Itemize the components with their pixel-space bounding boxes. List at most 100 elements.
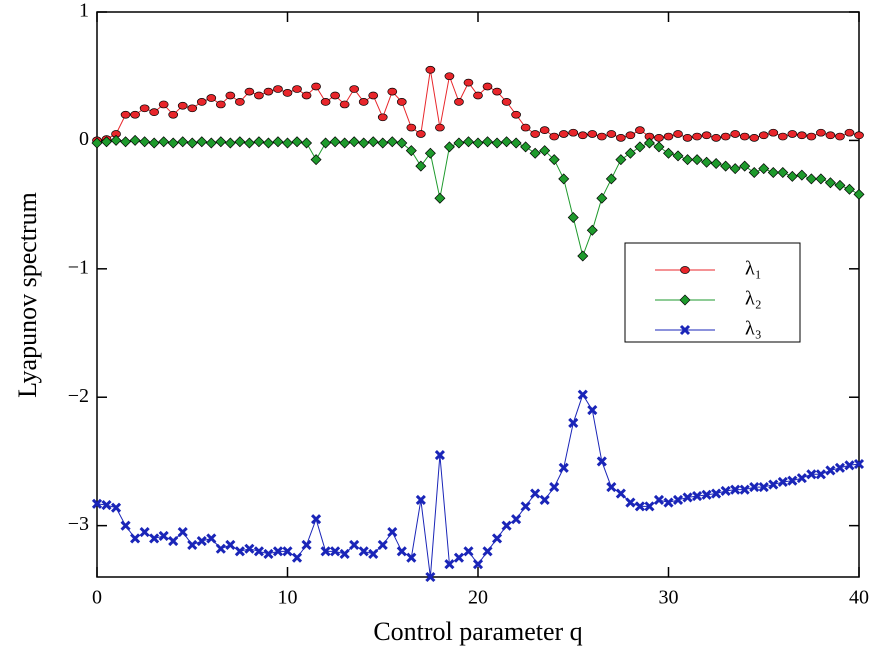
marker — [254, 91, 264, 100]
marker — [120, 520, 131, 531]
legend-label: λ₃ — [745, 318, 762, 340]
marker — [711, 133, 721, 142]
marker — [643, 137, 655, 149]
marker — [815, 469, 826, 480]
marker — [377, 539, 388, 550]
marker — [787, 475, 798, 486]
y-tick-label: −3 — [68, 513, 89, 535]
marker — [654, 133, 664, 142]
marker — [168, 110, 179, 119]
marker — [634, 501, 645, 512]
marker — [416, 130, 426, 138]
marker — [224, 137, 236, 149]
marker — [149, 108, 159, 117]
x-axis-label: Control parameter q — [373, 617, 582, 646]
marker — [482, 82, 493, 91]
marker — [806, 132, 817, 141]
marker — [206, 533, 217, 544]
x-tick-label: 0 — [92, 587, 102, 609]
marker — [262, 137, 274, 149]
marker — [835, 132, 845, 141]
marker — [679, 294, 691, 306]
marker — [196, 136, 208, 148]
marker — [330, 91, 340, 100]
marker — [386, 136, 398, 148]
marker — [787, 130, 798, 138]
marker — [282, 89, 293, 97]
marker — [482, 136, 494, 148]
marker — [310, 154, 322, 166]
marker — [854, 131, 864, 140]
marker — [110, 134, 122, 146]
marker — [187, 539, 198, 550]
marker — [291, 552, 303, 563]
marker — [815, 173, 827, 185]
marker — [511, 110, 521, 119]
marker — [568, 128, 579, 137]
marker — [472, 559, 484, 570]
marker — [158, 100, 169, 109]
marker — [825, 131, 836, 140]
marker — [244, 543, 255, 554]
marker — [453, 137, 465, 149]
marker — [443, 141, 455, 153]
marker — [720, 132, 731, 141]
marker — [701, 131, 712, 140]
marker — [501, 98, 512, 106]
marker — [663, 132, 674, 141]
marker — [301, 91, 312, 100]
marker — [834, 462, 846, 473]
marker — [824, 177, 836, 189]
marker — [434, 192, 446, 204]
marker — [463, 546, 474, 557]
marker — [730, 130, 741, 138]
marker — [720, 160, 732, 172]
marker — [548, 154, 560, 166]
marker — [539, 126, 550, 134]
marker — [425, 571, 436, 583]
marker — [615, 488, 626, 499]
marker — [625, 131, 636, 140]
marker — [748, 167, 760, 179]
marker — [272, 136, 284, 148]
marker — [358, 98, 369, 106]
y-tick-label: −2 — [68, 385, 89, 407]
y-tick-label: 1 — [79, 0, 89, 22]
marker — [501, 136, 513, 148]
marker — [358, 137, 370, 149]
marker — [692, 491, 703, 502]
marker — [701, 489, 712, 500]
marker — [424, 147, 436, 159]
x-tick-label: 40 — [849, 587, 869, 609]
marker — [320, 546, 331, 557]
marker — [796, 169, 808, 181]
marker — [101, 500, 112, 511]
marker — [348, 136, 360, 148]
marker — [596, 132, 607, 141]
y-tick-label: −1 — [68, 256, 89, 278]
marker — [558, 173, 570, 185]
marker — [615, 154, 627, 166]
marker — [330, 546, 341, 557]
marker — [158, 530, 169, 541]
marker — [368, 548, 379, 559]
marker — [834, 179, 846, 191]
marker — [682, 154, 694, 166]
marker — [415, 494, 426, 506]
marker — [234, 546, 245, 557]
marker — [586, 224, 598, 236]
marker — [777, 132, 788, 141]
marker — [387, 87, 398, 96]
marker — [272, 546, 284, 557]
series-line — [96, 393, 860, 578]
marker — [444, 559, 455, 570]
marker — [320, 137, 332, 149]
marker — [225, 91, 236, 100]
marker — [339, 100, 350, 109]
marker — [644, 501, 655, 512]
x-tick-label: 30 — [659, 587, 679, 609]
marker — [682, 492, 693, 503]
marker — [139, 104, 150, 113]
marker — [501, 520, 512, 531]
marker — [663, 497, 674, 508]
